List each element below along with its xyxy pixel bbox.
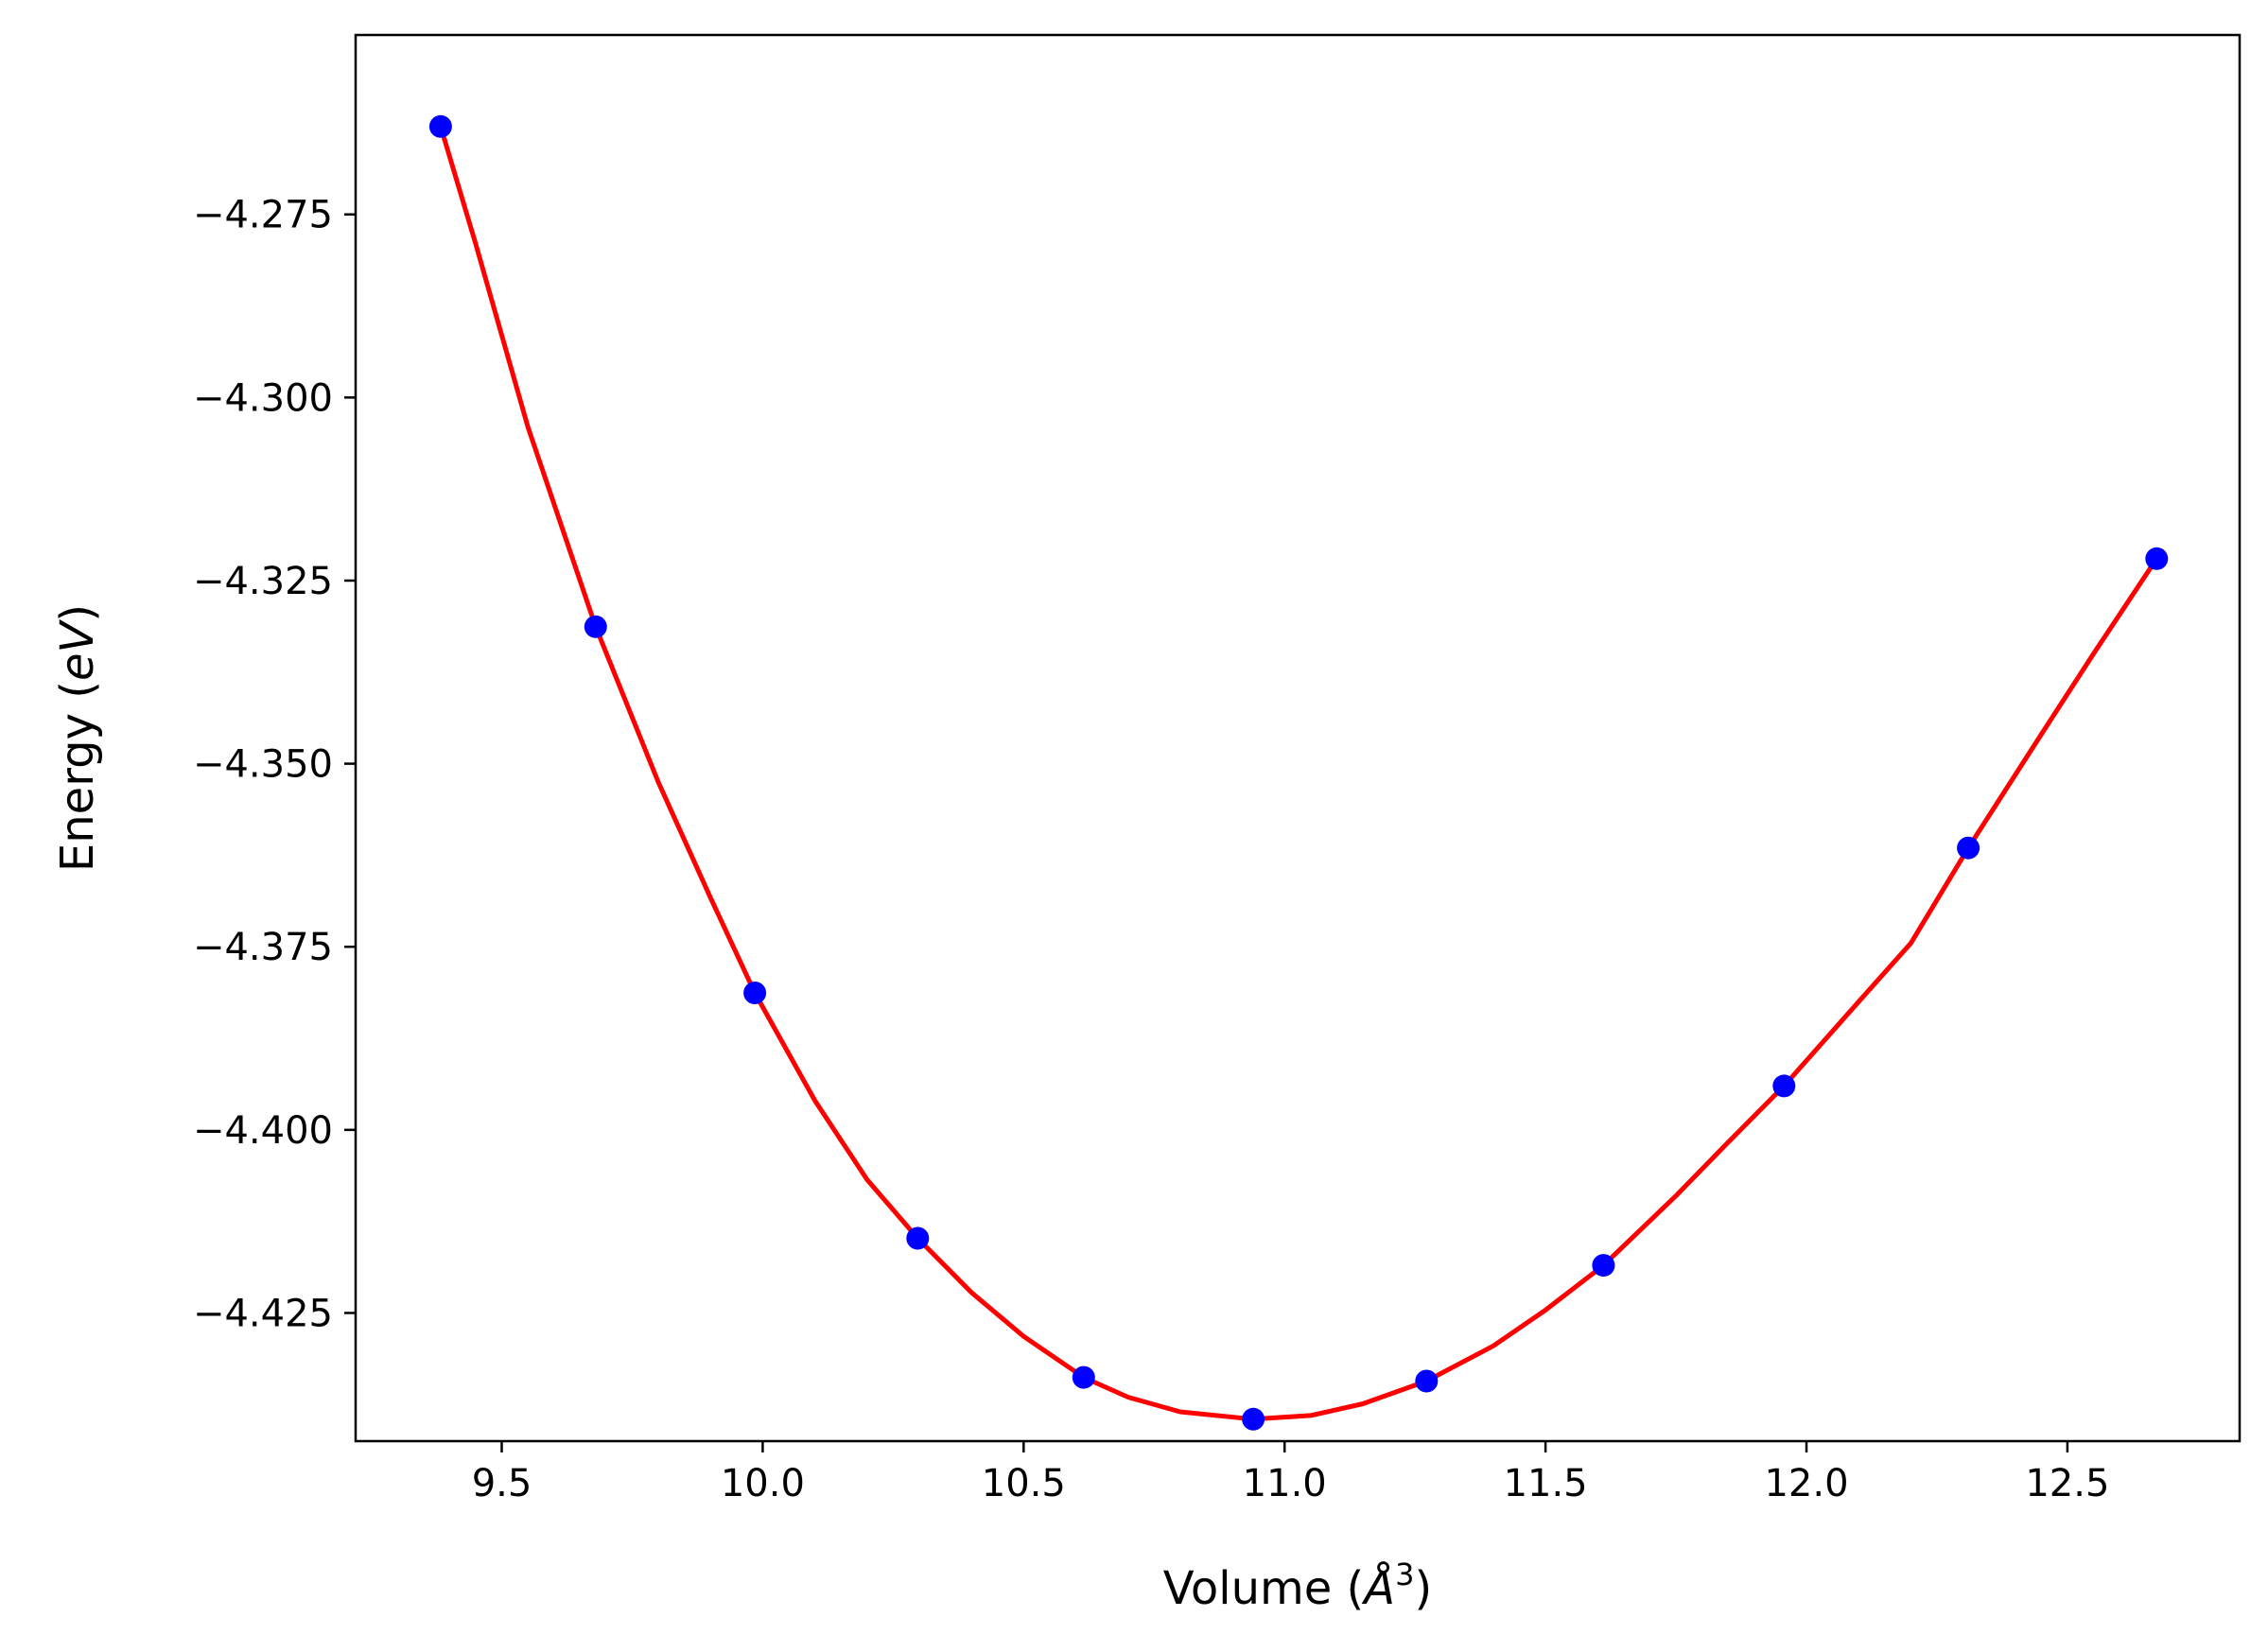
x-tick-label: 9.5 [472, 1462, 532, 1505]
data-point [1242, 1407, 1265, 1431]
x-axis-label-suffix: ) [1414, 1562, 1432, 1615]
data-point [1772, 1074, 1796, 1098]
data-point [1592, 1254, 1615, 1278]
data-point [1957, 836, 1980, 860]
y-tick-label: −4.325 [193, 560, 333, 603]
data-point [743, 982, 767, 1004]
x-axis-label: Volume (Å3) [1163, 1556, 1432, 1615]
y-axis-label-unit: eV [51, 619, 104, 682]
x-tick-label: 11.0 [1243, 1462, 1327, 1505]
data-point [1072, 1365, 1095, 1389]
data-point [428, 114, 452, 138]
data-point [906, 1226, 930, 1250]
y-tick-label: −4.275 [193, 194, 333, 237]
x-tick-label: 10.5 [982, 1462, 1066, 1505]
data-point [2145, 547, 2169, 570]
data-point [584, 615, 607, 638]
x-tick-label: 11.5 [1504, 1462, 1588, 1505]
x-axis-label-symbol: Å [1361, 1561, 1395, 1615]
y-axis-label: Energy (eV) [51, 604, 104, 872]
y-tick-label: −4.300 [193, 376, 333, 420]
x-tick-label: 12.5 [2025, 1462, 2109, 1505]
x-axis: 9.5 10.0 10.5 11.0 11.5 12.0 12.5 [472, 1441, 2109, 1505]
x-axis-label-superscript: 3 [1395, 1556, 1414, 1592]
x-axis-label-prefix: Volume ( [1163, 1562, 1365, 1615]
plot-area [428, 114, 2169, 1431]
x-tick-label: 12.0 [1764, 1462, 1848, 1505]
y-tick-label: −4.425 [193, 1292, 333, 1335]
y-tick-label: −4.400 [193, 1109, 333, 1153]
axes-frame [354, 33, 2242, 1443]
y-axis-label-prefix: Energy ( [51, 681, 104, 872]
y-axis: −4.275 −4.300 −4.325 −4.350 −4.375 −4.400 −4.4… [193, 194, 356, 1335]
x-tick-label: 10.0 [721, 1462, 805, 1505]
data-point [1415, 1369, 1439, 1393]
y-axis-label-suffix: ) [51, 604, 104, 622]
y-tick-label: −4.350 [193, 743, 333, 787]
y-tick-label: −4.375 [193, 926, 333, 969]
